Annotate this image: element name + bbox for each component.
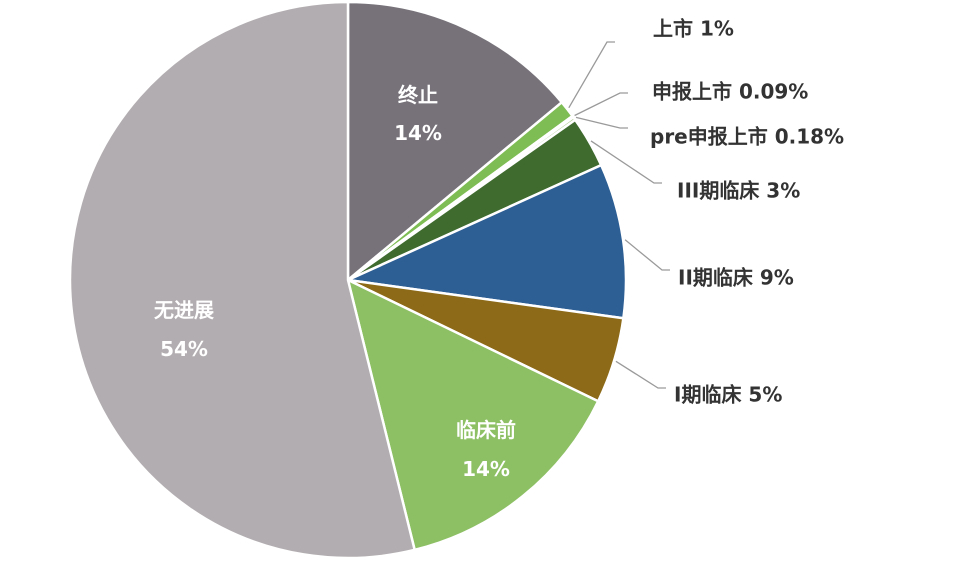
- outer-slice-label: III期临床 3%: [677, 179, 800, 203]
- slice-percent-label: 14%: [394, 121, 442, 145]
- leader-line: [615, 360, 666, 389]
- slice-labels: 终止 14% 临床前 14% 无进展 54% 上市 1% 申报上市 0.09% pre申报上市 …: [154, 17, 844, 482]
- pie-slice-7: [346, 278, 600, 552]
- slice-name-label: 终止: [398, 83, 438, 107]
- slice-percent-label: 14%: [462, 457, 510, 481]
- pie-slice-0: [346, 0, 564, 282]
- leader-lines: [568, 41, 670, 389]
- leader-line: [574, 92, 628, 117]
- slice-name-label: 无进展: [154, 298, 214, 322]
- outer-slice-label: II期临床 9%: [678, 266, 794, 290]
- outer-slice-label: pre申报上市 0.18%: [650, 125, 844, 149]
- outer-slice-label: 上市 1%: [653, 17, 734, 41]
- outer-slice-label: 申报上市 0.09%: [652, 80, 808, 104]
- slice-name-label: 临床前: [456, 418, 516, 442]
- leader-line: [624, 239, 670, 271]
- pie-slice-5: [346, 163, 628, 320]
- pie-slices: [68, 0, 628, 560]
- leader-line: [568, 41, 615, 109]
- pie-slice-8: [68, 0, 416, 560]
- leader-line: [575, 116, 628, 129]
- slice-percent-label: 54%: [160, 337, 208, 361]
- outer-slice-label: I期临床 5%: [674, 383, 782, 407]
- leader-line: [590, 140, 662, 184]
